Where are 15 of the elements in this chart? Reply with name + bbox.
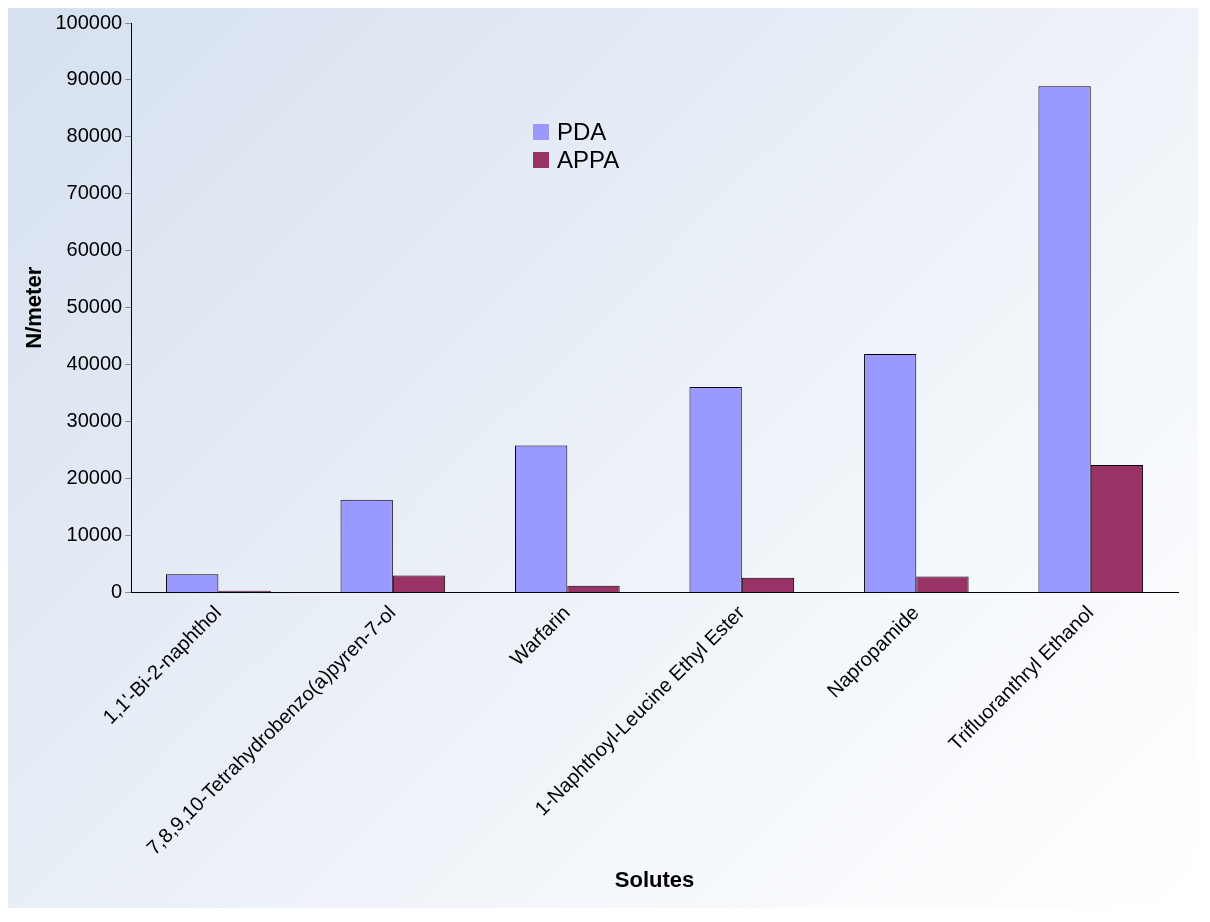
y-tick-label: 40000 (66, 352, 123, 375)
y-tick-label: 0 (111, 580, 123, 603)
y-axis-title: N/meter (21, 266, 47, 349)
x-axis-title: Solutes (614, 866, 695, 892)
y-tick-label: 20000 (66, 466, 123, 489)
y-tick-label: 90000 (66, 67, 123, 90)
y-tick-label: 60000 (66, 238, 123, 261)
y-tick-label: 30000 (66, 409, 123, 432)
y-tick-label: 80000 (66, 124, 123, 147)
legend-label: PDA (557, 118, 607, 146)
legend-label: APPA (557, 146, 620, 174)
y-tick-label: 70000 (66, 181, 123, 204)
y-tick-label: 100000 (55, 10, 123, 33)
y-tick-label: 50000 (66, 295, 123, 318)
y-tick-label: 10000 (66, 523, 123, 546)
